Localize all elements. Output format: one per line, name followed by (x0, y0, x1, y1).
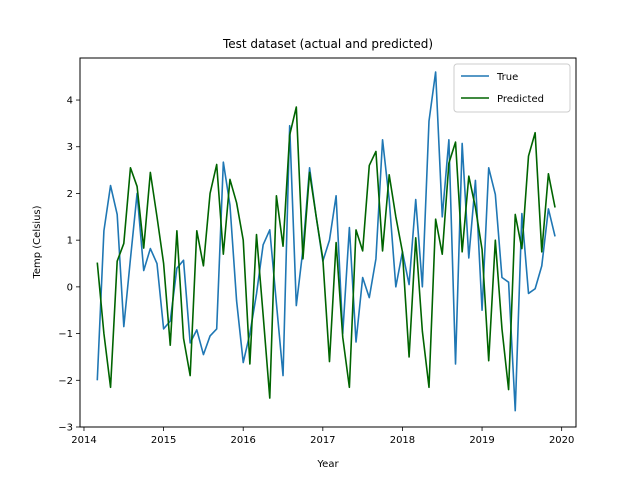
y-tick-label: 0 (67, 282, 73, 293)
axes-layer (79, 57, 577, 428)
y-tick-label: −2 (58, 376, 73, 387)
x-tick-label: 2014 (71, 435, 96, 446)
x-tick-label: 2017 (310, 435, 335, 446)
x-tick-label: 2019 (469, 435, 494, 446)
x-tick-label: 2020 (549, 435, 574, 446)
legend-label-predicted: Predicted (497, 94, 544, 105)
y-tick-label: 3 (67, 142, 73, 153)
legend-label-true: True (496, 72, 518, 83)
y-tick-label: −3 (58, 423, 73, 434)
x-ticks: 2014 2015 2016 2017 2018 2019 2020 (71, 427, 574, 446)
y-tick-label: 1 (67, 236, 73, 247)
y-tick-label: 4 (67, 96, 73, 107)
x-tick-label: 2016 (230, 435, 255, 446)
chart-title: Test dataset (actual and predicted) (222, 37, 433, 51)
series-layer (96, 71, 556, 412)
plot-frame (79, 57, 577, 428)
x-axis-label: Year (316, 459, 339, 470)
legend: True Predicted (453, 63, 571, 113)
x-tick-label: 2018 (390, 435, 415, 446)
y-axis-label: Temp (Celsius) (32, 205, 43, 279)
y-tick-label: −1 (58, 329, 73, 340)
y-tick-label: 2 (67, 189, 73, 200)
series-line-predicted (96, 106, 556, 399)
y-ticks: −3 −2 −1 0 1 2 3 4 (58, 96, 80, 434)
x-tick-label: 2015 (151, 435, 176, 446)
